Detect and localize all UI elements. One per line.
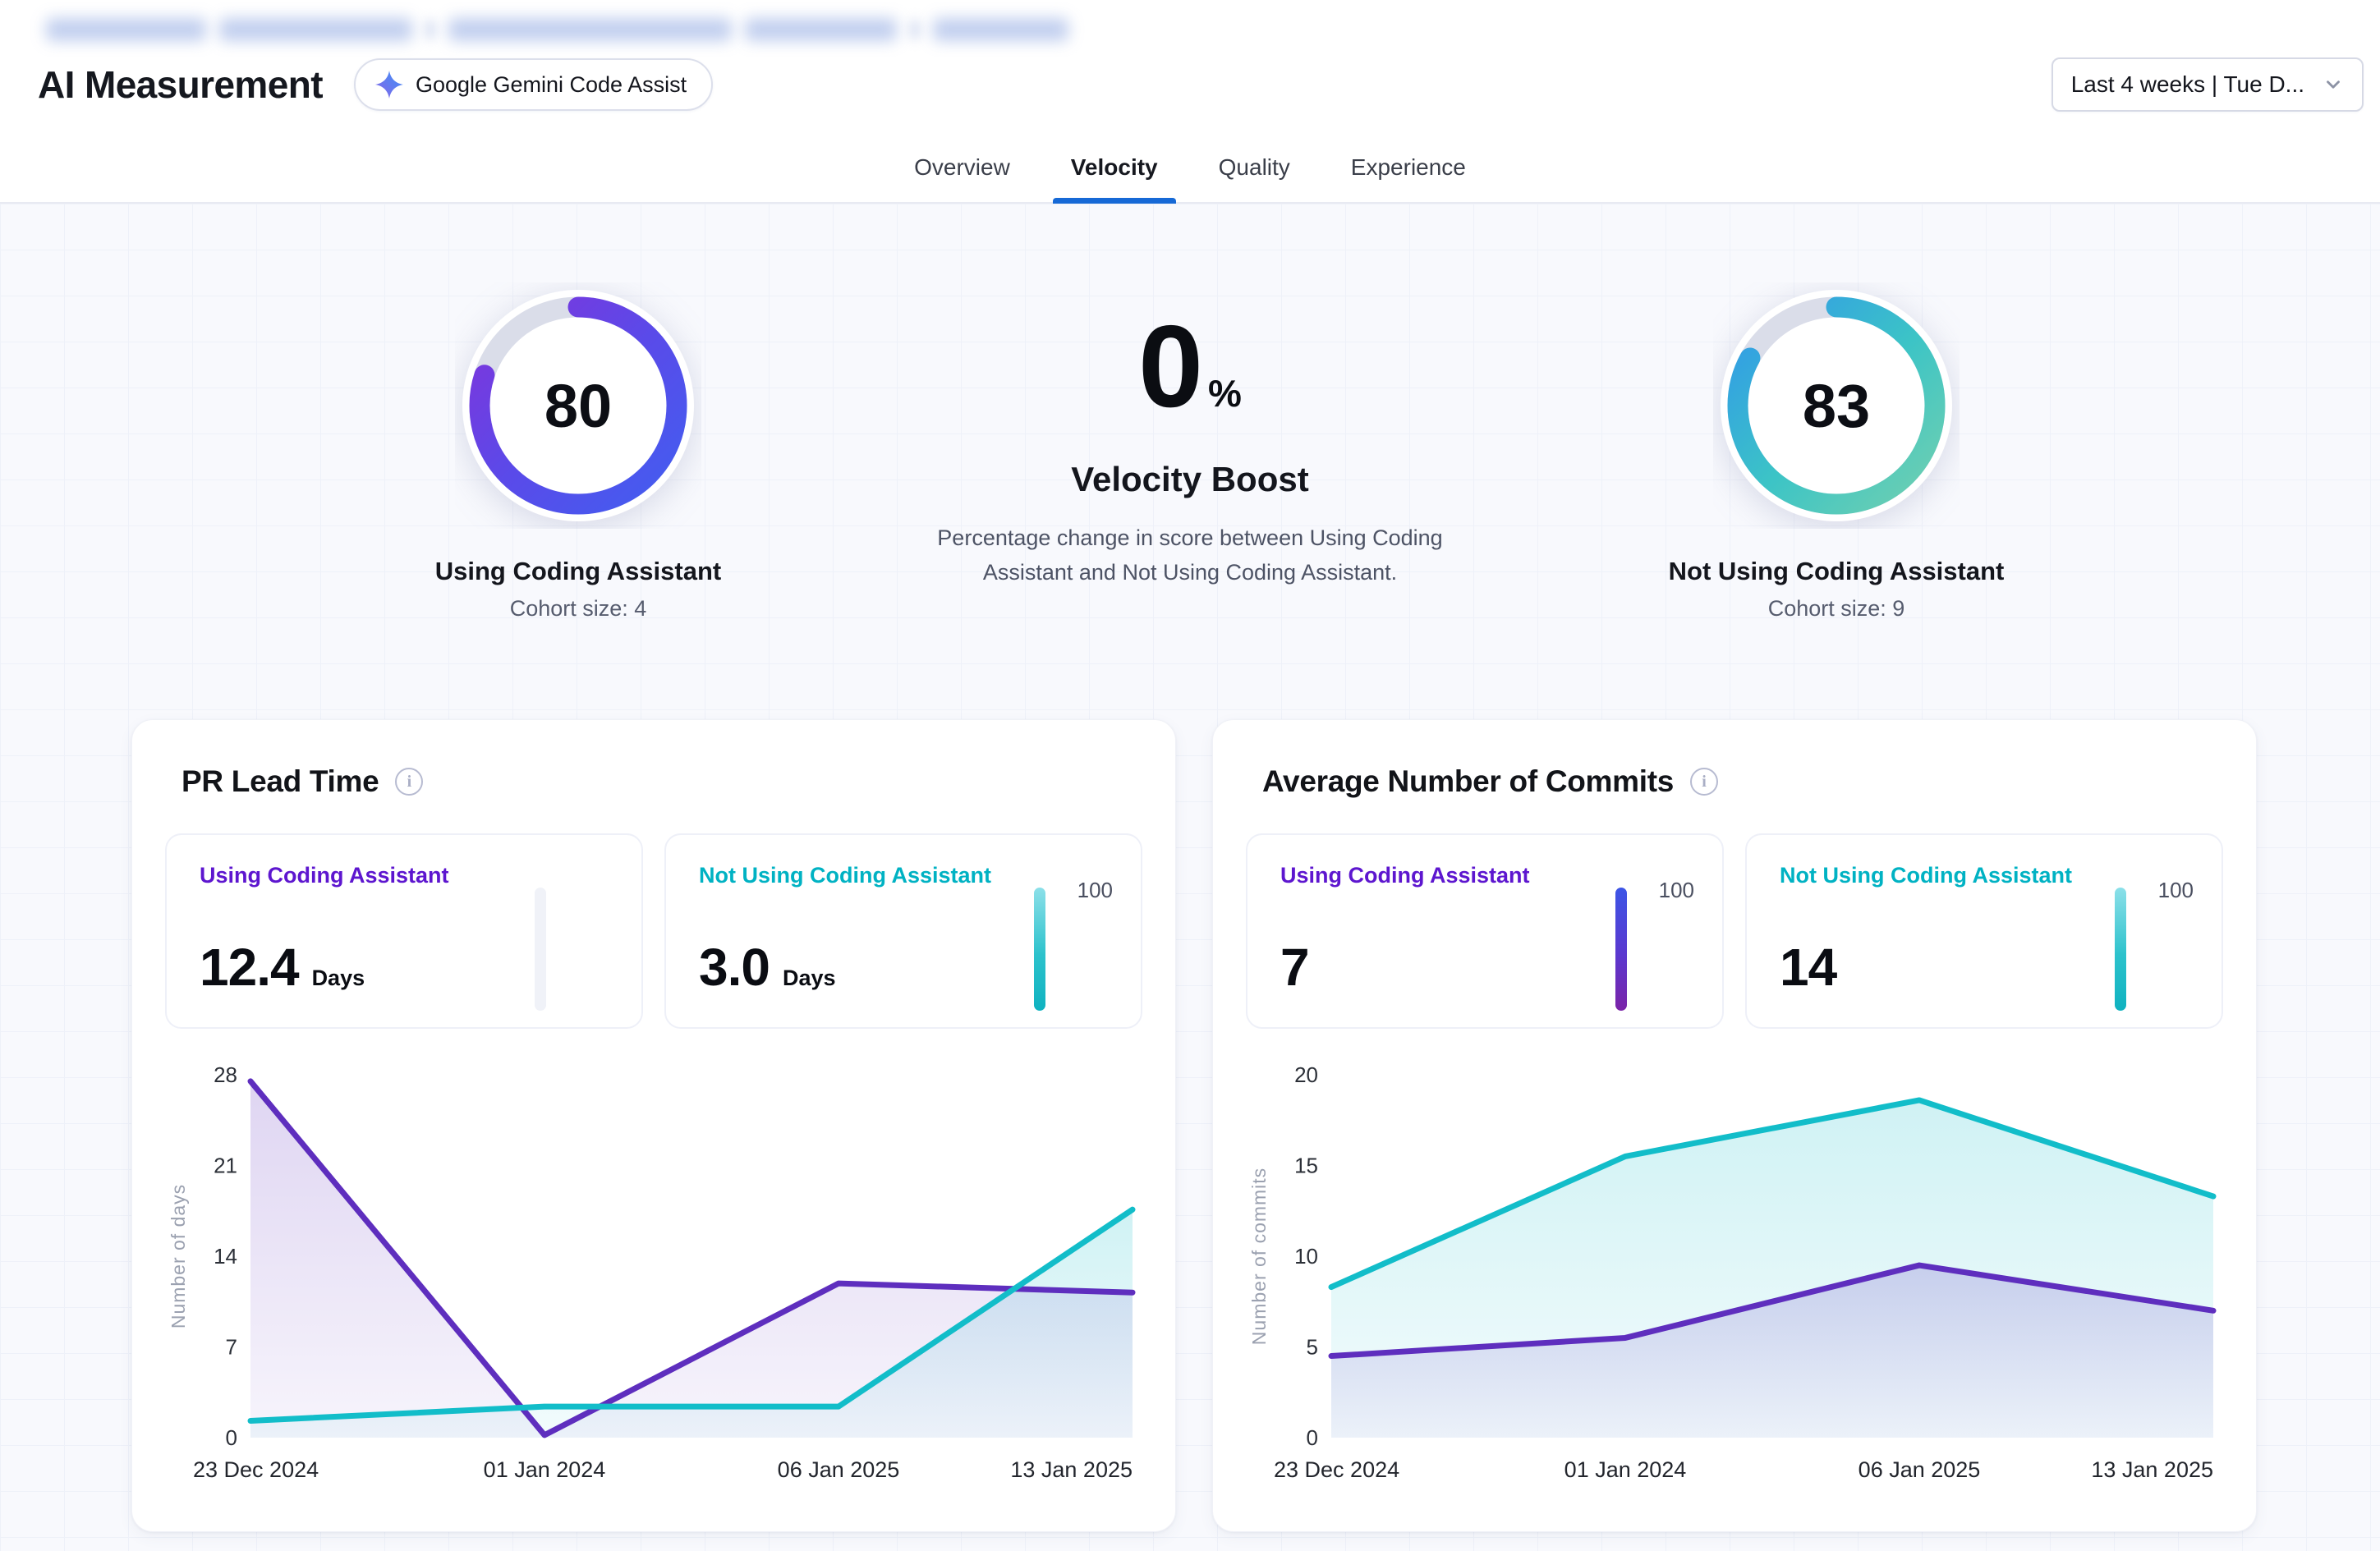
page-title: AI Measurement bbox=[38, 63, 324, 106]
svg-text:13 Jan 2025: 13 Jan 2025 bbox=[1010, 1457, 1133, 1482]
boost-title: Velocity Boost bbox=[1071, 460, 1309, 498]
breadcrumb-segment-redacted[interactable] bbox=[46, 18, 206, 41]
stat-label: Using Coding Assistant bbox=[200, 863, 449, 888]
svg-text:20: 20 bbox=[1294, 1062, 1318, 1087]
boost-value: 0 bbox=[1138, 301, 1204, 432]
svg-text:13 Jan 2025: 13 Jan 2025 bbox=[2091, 1457, 2213, 1482]
gemini-code-assist-badge[interactable]: Google Gemini Code Assist bbox=[353, 58, 714, 111]
score-minibar bbox=[1034, 888, 1045, 1011]
score-minibar bbox=[535, 888, 546, 1011]
svg-text:14: 14 bbox=[214, 1244, 237, 1269]
not-using-gauge-block: 83 Not Using Coding Assistant Cohort siz… bbox=[1623, 282, 2050, 622]
svg-text:23 Dec 2024: 23 Dec 2024 bbox=[1274, 1457, 1399, 1482]
using-score-value: 80 bbox=[544, 372, 612, 440]
boost-percent-sign: % bbox=[1208, 372, 1242, 415]
info-icon[interactable]: i bbox=[395, 768, 424, 796]
svg-text:23 Dec 2024: 23 Dec 2024 bbox=[193, 1457, 319, 1482]
svg-text:01 Jan 2024: 01 Jan 2024 bbox=[1564, 1457, 1687, 1482]
velocity-boost-block: 0 % Velocity Boost Percentage change in … bbox=[894, 309, 1486, 590]
svg-text:0: 0 bbox=[1307, 1425, 1318, 1450]
not-using-gauge-label: Not Using Coding Assistant bbox=[1668, 557, 2005, 585]
stat-box-not-using: Not Using Coding Assistant 3.0 Days 100 bbox=[664, 833, 1142, 1029]
avg-commits-card: Average Number of Commits i Using Coding… bbox=[1212, 719, 2257, 1532]
top-header-zone: AI Measurement Google Gemini Code Assist… bbox=[0, 0, 2380, 133]
svg-text:10: 10 bbox=[1294, 1244, 1318, 1269]
using-gauge-label: Using Coding Assistant bbox=[434, 557, 722, 585]
svg-text:06 Jan 2025: 06 Jan 2025 bbox=[1859, 1457, 1981, 1482]
svg-text:Number of days: Number of days bbox=[168, 1184, 189, 1328]
svg-text:21: 21 bbox=[214, 1154, 237, 1178]
info-icon[interactable]: i bbox=[1690, 768, 1719, 796]
tab-experience[interactable]: Experience bbox=[1350, 154, 1466, 180]
stat-label: Not Using Coding Assistant bbox=[1780, 863, 2072, 888]
svg-text:15: 15 bbox=[1294, 1154, 1318, 1178]
breadcrumb-segment-redacted[interactable] bbox=[745, 18, 897, 41]
tab-bar: Overview Velocity Quality Experience bbox=[0, 133, 2380, 204]
using-score-gauge: 80 bbox=[462, 290, 694, 521]
svg-text:Number of commits: Number of commits bbox=[1248, 1168, 1270, 1345]
boost-description: Percentage change in score between Using… bbox=[937, 525, 1443, 585]
minibar-max-label: 100 bbox=[1658, 878, 1694, 902]
stat-box-using: Using Coding Assistant 7 100 bbox=[1246, 833, 1724, 1029]
using-gauge-block: 80 Using Coding Assistant Cohort size: 4 bbox=[365, 282, 792, 622]
badge-label: Google Gemini Code Assist bbox=[415, 71, 687, 97]
stat-value: 14 bbox=[1780, 938, 1837, 997]
stat-box-using: Using Coding Assistant 12.4 Days bbox=[165, 833, 643, 1029]
stat-value: 3.0 bbox=[699, 938, 770, 997]
breadcrumb bbox=[0, 0, 2380, 43]
breadcrumb-segment-redacted[interactable] bbox=[219, 18, 412, 41]
date-range-value: Last 4 weeks | Tue D... bbox=[2070, 71, 2304, 97]
stat-value: 12.4 bbox=[200, 938, 300, 997]
tab-overview[interactable]: Overview bbox=[914, 154, 1010, 180]
chevron-down-icon bbox=[2327, 80, 2340, 89]
svg-text:5: 5 bbox=[1307, 1335, 1318, 1360]
using-cohort-size: Cohort size: 4 bbox=[509, 596, 647, 621]
not-using-cohort-size: Cohort size: 9 bbox=[1767, 596, 1905, 621]
stat-label: Using Coding Assistant bbox=[1280, 863, 1530, 888]
stat-value: 7 bbox=[1280, 938, 1310, 997]
score-minibar bbox=[1615, 888, 1627, 1011]
avg-commits-chart: 0 5 10 15 20 Number of commits 23 Dec 2024 01 J… bbox=[1248, 1062, 2217, 1482]
breadcrumb-segment-redacted[interactable] bbox=[933, 18, 1068, 41]
not-using-score-value: 83 bbox=[1803, 372, 1870, 440]
stat-unit: Days bbox=[311, 966, 365, 990]
date-range-selector[interactable]: Last 4 weeks | Tue D... bbox=[2051, 57, 2364, 112]
minibar-max-label: 100 bbox=[1077, 878, 1113, 902]
gemini-sparkle-icon bbox=[374, 71, 403, 99]
pr-lead-time-card: PR Lead Time i Using Coding Assistant 12… bbox=[131, 719, 1176, 1532]
summary-section: 80 Using Coding Assistant Cohort size: 4… bbox=[0, 204, 2380, 719]
velocity-content: 80 Using Coding Assistant Cohort size: 4… bbox=[0, 204, 2380, 1551]
svg-text:28: 28 bbox=[214, 1062, 237, 1087]
stat-label: Not Using Coding Assistant bbox=[699, 863, 991, 888]
pr-lead-time-chart: 0 7 14 21 28 Number of days 23 Dec 2024 01 Jan … bbox=[168, 1062, 1136, 1482]
svg-text:01 Jan 2024: 01 Jan 2024 bbox=[484, 1457, 606, 1482]
svg-text:7: 7 bbox=[226, 1335, 237, 1360]
breadcrumb-segment-redacted[interactable] bbox=[448, 18, 732, 41]
minibar-max-label: 100 bbox=[2157, 878, 2194, 902]
tab-velocity[interactable]: Velocity bbox=[1052, 136, 1176, 204]
breadcrumb-separator bbox=[910, 20, 920, 39]
breadcrumb-separator bbox=[425, 20, 435, 39]
score-minibar bbox=[2115, 888, 2126, 1011]
tab-quality[interactable]: Quality bbox=[1218, 154, 1290, 180]
card-title: Average Number of Commits bbox=[1262, 764, 1675, 798]
stat-unit: Days bbox=[782, 966, 836, 990]
stat-box-not-using: Not Using Coding Assistant 14 100 bbox=[1745, 833, 2223, 1029]
svg-text:0: 0 bbox=[226, 1425, 237, 1450]
svg-text:06 Jan 2025: 06 Jan 2025 bbox=[778, 1457, 900, 1482]
not-using-score-gauge: 83 bbox=[1721, 290, 1952, 521]
card-title: PR Lead Time bbox=[181, 764, 379, 798]
